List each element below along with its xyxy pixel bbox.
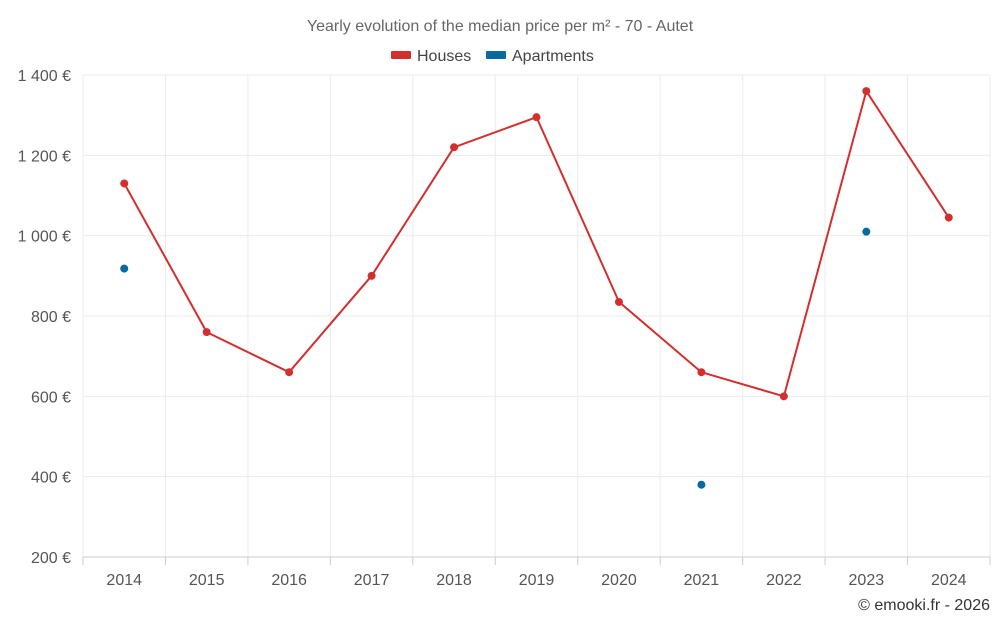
legend-label-houses: Houses <box>417 48 471 65</box>
y-tick-label: 800 € <box>31 309 71 326</box>
x-tick-label: 2022 <box>766 572 802 589</box>
data-point-apartments[interactable] <box>120 264 129 273</box>
credit-text: © emooki.fr - 2026 <box>858 597 990 614</box>
series-houses <box>120 87 953 401</box>
data-point-apartments[interactable] <box>862 227 871 236</box>
x-tick-label: 2020 <box>601 572 637 589</box>
y-tick-label: 1 400 € <box>18 68 71 85</box>
x-tick-label: 2018 <box>436 572 472 589</box>
x-tick-label: 2019 <box>519 572 555 589</box>
x-tick-label: 2017 <box>354 572 390 589</box>
series-apartments <box>120 227 871 489</box>
data-point-houses[interactable] <box>697 368 706 377</box>
x-tick-label: 2016 <box>271 572 307 589</box>
y-tick-label: 400 € <box>31 470 71 487</box>
data-point-houses[interactable] <box>532 113 541 122</box>
data-point-houses[interactable] <box>862 87 871 96</box>
y-tick-label: 1 000 € <box>18 229 71 246</box>
x-tick-label: 2023 <box>849 572 885 589</box>
y-tick-label: 600 € <box>31 389 71 406</box>
y-tick-label: 1 200 € <box>18 148 71 165</box>
legend-swatch-apartments <box>486 51 506 59</box>
data-point-houses[interactable] <box>614 297 623 306</box>
data-point-houses[interactable] <box>367 271 376 280</box>
y-axis: 200 € 400 € 600 € 800 € 1 000 € 1 200 € 1 400 … <box>18 68 71 567</box>
x-tick-label: 2021 <box>684 572 720 589</box>
chart-title: Yearly evolution of the median price per… <box>307 18 694 35</box>
legend: Houses Apartments <box>391 48 594 65</box>
data-point-houses[interactable] <box>450 143 459 152</box>
grid <box>82 74 991 565</box>
data-point-houses[interactable] <box>944 213 953 222</box>
y-tick-label: 200 € <box>31 550 71 567</box>
data-point-houses[interactable] <box>120 179 129 188</box>
legend-swatch-houses <box>391 51 411 59</box>
x-tick-label: 2024 <box>931 572 967 589</box>
series-layer <box>120 87 953 489</box>
data-point-houses[interactable] <box>779 392 788 401</box>
legend-item-apartments[interactable]: Apartments <box>486 48 594 65</box>
data-point-houses[interactable] <box>202 328 211 337</box>
x-axis: 2014 2015 2016 2017 2018 2019 2020 2021 2022 2023… <box>106 572 966 589</box>
legend-item-houses[interactable]: Houses <box>391 48 471 65</box>
x-tick-label: 2015 <box>189 572 225 589</box>
legend-label-apartments: Apartments <box>512 48 594 65</box>
data-point-houses[interactable] <box>285 368 294 377</box>
data-point-apartments[interactable] <box>697 480 706 489</box>
x-tick-label: 2014 <box>106 572 142 589</box>
